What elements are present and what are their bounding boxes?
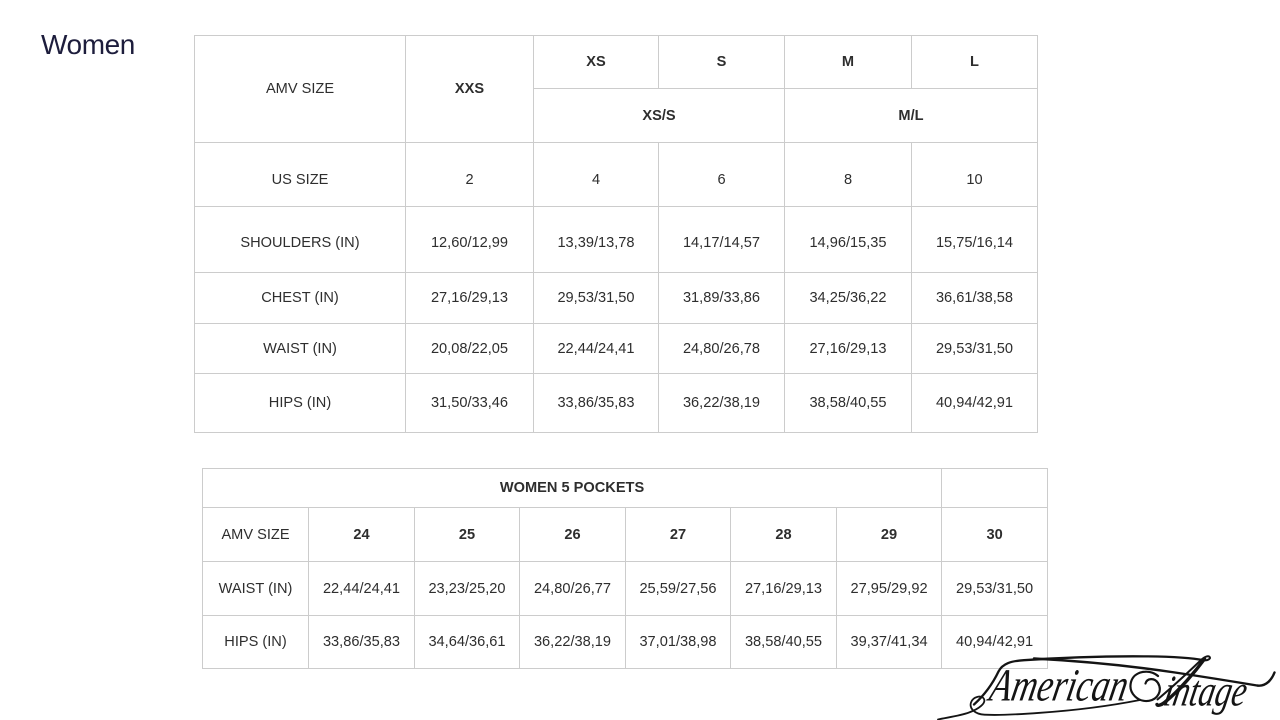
- svg-text:intage: intage: [1160, 666, 1252, 716]
